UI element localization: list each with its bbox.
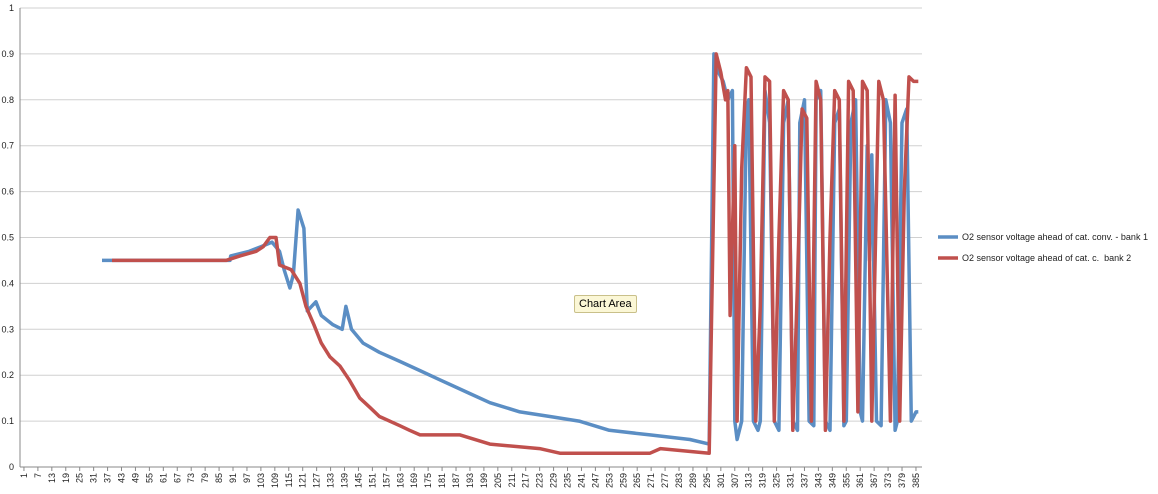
x-tick-label: 169: [409, 473, 419, 488]
x-tick-label: 331: [786, 473, 796, 488]
x-tick-label: 181: [437, 473, 447, 488]
y-tick-label: 0.9: [1, 49, 14, 59]
series-line: [112, 52, 919, 455]
x-tick-label: 349: [827, 473, 837, 488]
x-tick-label: 343: [813, 473, 823, 488]
x-tick-label: 229: [549, 473, 559, 488]
x-tick-label: 133: [326, 473, 336, 488]
y-tick-label: 0.5: [1, 233, 14, 243]
x-tick-label: 247: [590, 473, 600, 488]
x-tick-label: 295: [702, 473, 712, 488]
x-tick-label: 91: [228, 473, 238, 483]
x-tick-label: 217: [521, 473, 531, 488]
x-tick-label: 121: [298, 473, 308, 488]
x-tick-label: 85: [214, 473, 224, 483]
x-tick-label: 175: [423, 473, 433, 488]
x-tick-label: 289: [688, 473, 698, 488]
x-tick-label: 367: [869, 473, 879, 488]
x-tick-label: 259: [618, 473, 628, 488]
x-tick-label: 145: [353, 473, 363, 488]
x-tick-label: 109: [270, 473, 280, 488]
x-tick-label: 67: [172, 473, 182, 483]
x-tick-label: 301: [716, 473, 726, 488]
x-tick-label: 223: [535, 473, 545, 488]
x-tick-label: 97: [242, 473, 252, 483]
y-tick-label: 0.6: [1, 187, 14, 197]
x-tick-label: 19: [61, 473, 71, 483]
x-tick-label: 307: [730, 473, 740, 488]
x-tick-label: 355: [841, 473, 851, 488]
x-tick-label: 235: [563, 473, 573, 488]
x-tick-label: 253: [604, 473, 614, 488]
x-tick-label: 205: [493, 473, 503, 488]
y-tick-label: 1: [9, 3, 14, 13]
x-tick-label: 61: [158, 473, 168, 483]
x-tick-label: 211: [507, 473, 517, 487]
x-tick-label: 103: [256, 473, 266, 488]
y-tick-label: 0.3: [1, 324, 14, 334]
x-tick-label: 199: [479, 473, 489, 488]
x-tick-label: 127: [312, 473, 322, 488]
tooltip: Chart Area: [574, 295, 637, 313]
x-tick-label: 139: [340, 473, 350, 488]
x-tick-label: 193: [465, 473, 475, 488]
x-tick-label: 49: [130, 473, 140, 483]
x-tick-label: 373: [883, 473, 893, 488]
legend-label: O2 sensor voltage ahead of cat. conv. - …: [962, 232, 1148, 242]
y-tick-label: 0.4: [1, 278, 14, 288]
x-tick-label: 79: [200, 473, 210, 483]
x-tick-label: 361: [855, 473, 865, 488]
x-tick-label: 187: [451, 473, 461, 488]
y-tick-label: 0.8: [1, 95, 14, 105]
x-tick-label: 265: [632, 473, 642, 488]
x-tick-label: 283: [674, 473, 684, 488]
x-tick-label: 55: [144, 473, 154, 483]
x-tick-label: 151: [367, 473, 377, 488]
x-tick-label: 163: [395, 473, 405, 488]
x-tick-label: 31: [89, 473, 99, 483]
x-tick-label: 241: [576, 473, 586, 488]
x-tick-label: 319: [758, 473, 768, 488]
x-tick-label: 13: [47, 473, 57, 483]
x-tick-label: 271: [646, 473, 656, 488]
x-tick-label: 25: [75, 473, 85, 483]
x-tick-label: 43: [117, 473, 127, 483]
x-tick-label: 379: [897, 473, 907, 488]
x-tick-label: 7: [33, 473, 43, 478]
y-tick-label: 0.2: [1, 370, 14, 380]
x-tick-label: 325: [772, 473, 782, 488]
legend-label: O2 sensor voltage ahead of cat. c. bank …: [962, 253, 1131, 263]
y-tick-label: 0.1: [1, 416, 14, 426]
x-tick-label: 337: [799, 473, 809, 488]
x-tick-label: 73: [186, 473, 196, 483]
x-tick-label: 37: [103, 473, 113, 483]
x-tick-label: 313: [744, 473, 754, 488]
y-tick-label: 0.7: [1, 141, 14, 151]
series-line: [102, 52, 919, 446]
x-tick-label: 277: [660, 473, 670, 488]
x-tick-label: 115: [284, 473, 294, 487]
x-tick-label: 385: [911, 473, 921, 488]
y-tick-label: 0: [9, 462, 14, 472]
x-tick-label: 1: [19, 473, 29, 478]
x-tick-label: 157: [381, 473, 391, 488]
